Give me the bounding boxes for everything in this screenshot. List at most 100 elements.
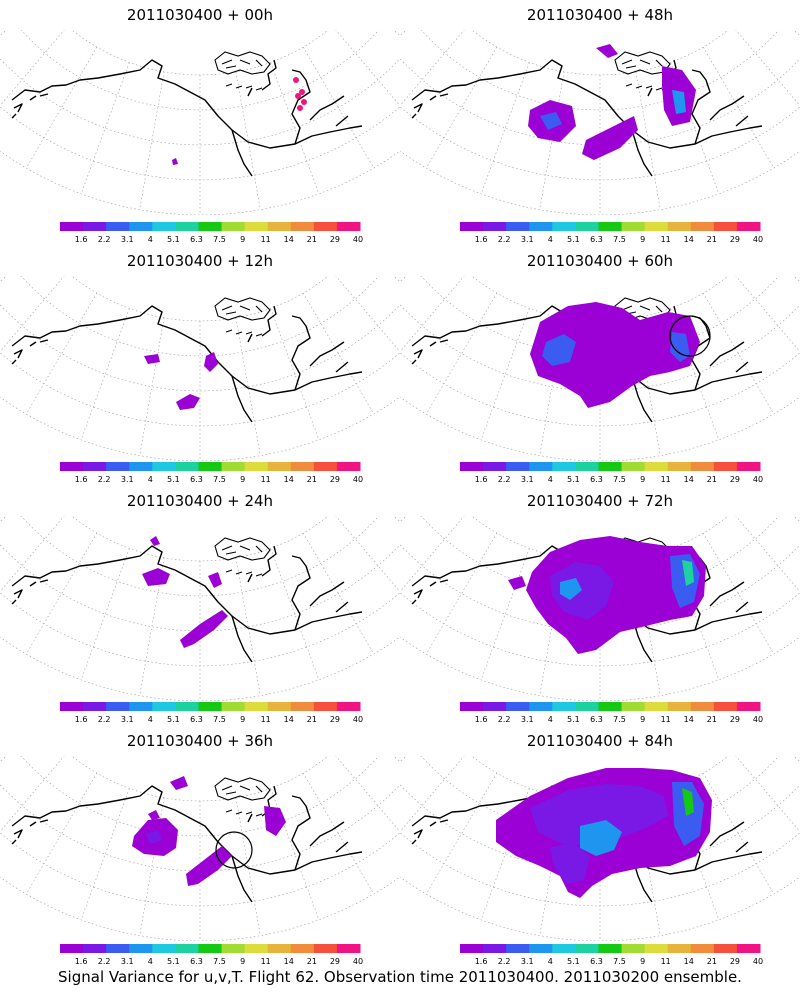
colorbar-label: 21 xyxy=(307,475,317,484)
colorbar-swatch xyxy=(129,702,153,711)
colorbar-label: 11 xyxy=(661,475,671,484)
colorbar-swatch xyxy=(152,702,176,711)
coastline xyxy=(11,59,363,177)
colorbar-swatch xyxy=(529,702,553,711)
colorbar-label: 29 xyxy=(730,235,740,244)
colorbar-swatch xyxy=(598,462,623,471)
colorbar-label: 29 xyxy=(730,475,740,484)
colorbar-swatch xyxy=(529,462,553,471)
colorbar-label: 21 xyxy=(307,235,317,244)
colorbar-label: 40 xyxy=(353,235,363,244)
colorbar-swatch xyxy=(129,944,153,953)
variance-field xyxy=(550,562,614,620)
colorbar-label: 9 xyxy=(240,475,245,484)
colorbar-swatch xyxy=(713,944,738,953)
colorbar-label: 4 xyxy=(148,235,153,244)
colorbar-label: 40 xyxy=(753,957,763,966)
colorbar-label: 7.5 xyxy=(613,235,626,244)
colorbar-swatch xyxy=(552,222,576,231)
colorbar-36h: 1.6 2.2 3.1 4 5.1 6.3 7.5 9 11 14 21 29 40 xyxy=(60,944,363,966)
colorbar-swatch xyxy=(552,462,576,471)
colorbar-swatch xyxy=(244,222,269,231)
colorbar-label: 21 xyxy=(307,715,317,724)
colorbar-label: 14 xyxy=(684,715,694,724)
colorbar-label: 40 xyxy=(753,475,763,484)
colorbar-label: 5.1 xyxy=(567,235,580,244)
colorbar-swatch xyxy=(483,944,507,953)
colorbar-swatch xyxy=(736,222,761,231)
colorbar-label: 2.2 xyxy=(498,475,511,484)
colorbar-label: 4 xyxy=(148,957,153,966)
colorbar-label: 14 xyxy=(284,715,294,724)
colorbar-label: 6.3 xyxy=(190,235,203,244)
colorbar-swatch xyxy=(621,462,646,471)
map-panel-84h xyxy=(400,756,800,941)
arctic-archipelago xyxy=(214,537,271,577)
colorbar-label: 6.3 xyxy=(190,715,203,724)
graticule xyxy=(400,30,800,215)
colorbar-label: 1.6 xyxy=(475,957,488,966)
colorbar-swatch xyxy=(736,462,761,471)
map-panel-60h xyxy=(400,276,800,461)
colorbar-label: 7.5 xyxy=(213,957,226,966)
colorbar-swatch xyxy=(60,944,84,953)
colorbar-swatch xyxy=(152,944,176,953)
colorbar-swatch xyxy=(221,944,246,953)
map-panel-72h xyxy=(400,516,800,701)
colorbar-swatch xyxy=(175,944,199,953)
colorbar-swatch xyxy=(106,944,130,953)
colorbar-label: 6.3 xyxy=(590,715,603,724)
colorbar-swatch xyxy=(575,222,599,231)
colorbar-swatch xyxy=(552,944,576,953)
variance-field xyxy=(295,93,301,99)
colorbar-swatch xyxy=(244,702,269,711)
variance-field xyxy=(208,572,222,588)
colorbar-label: 40 xyxy=(753,235,763,244)
colorbar-label: 3.1 xyxy=(521,235,534,244)
colorbar-swatch xyxy=(506,222,530,231)
variance-field xyxy=(582,116,638,160)
graticule xyxy=(0,276,400,461)
colorbar-swatch xyxy=(313,222,338,231)
colorbar-84h: 1.6 2.2 3.1 4 5.1 6.3 7.5 9 11 14 21 29 40 xyxy=(460,944,763,966)
colorbar-label: 2.2 xyxy=(98,235,111,244)
arctic-archipelago xyxy=(214,51,271,91)
colorbar-label: 3.1 xyxy=(121,475,134,484)
colorbar-swatch xyxy=(336,944,361,953)
colorbar-swatch xyxy=(60,462,84,471)
colorbar-swatch xyxy=(152,462,176,471)
colorbar-label: 40 xyxy=(353,715,363,724)
panel-title-72h: 2011030400 + 72h xyxy=(526,492,674,510)
variance-field xyxy=(204,352,218,372)
colorbar-label: 14 xyxy=(284,235,294,244)
variance-field xyxy=(148,810,160,820)
colorbar-swatch xyxy=(460,222,484,231)
colorbar-swatch xyxy=(644,702,669,711)
colorbar-swatch xyxy=(713,222,738,231)
colorbar-swatch xyxy=(506,462,530,471)
colorbar-24h: 1.6 2.2 3.1 4 5.1 6.3 7.5 9 11 14 21 29 40 xyxy=(60,702,363,724)
colorbar-label: 6.3 xyxy=(190,475,203,484)
colorbar-swatch xyxy=(506,702,530,711)
colorbar-label: 3.1 xyxy=(121,957,134,966)
variance-field xyxy=(542,334,576,366)
colorbar-label: 29 xyxy=(330,715,340,724)
colorbar-label: 4 xyxy=(548,715,553,724)
colorbar-label: 9 xyxy=(240,235,245,244)
colorbar-label: 2.2 xyxy=(98,475,111,484)
colorbar-label: 14 xyxy=(684,475,694,484)
colorbar-label: 9 xyxy=(640,715,645,724)
colorbar-swatch xyxy=(713,702,738,711)
colorbar-label: 11 xyxy=(261,475,271,484)
colorbar-swatch xyxy=(552,702,576,711)
colorbar-swatch xyxy=(198,222,223,231)
variance-field xyxy=(170,776,188,790)
colorbar-swatch xyxy=(175,462,199,471)
colorbar-swatch xyxy=(336,222,361,231)
colorbar-label: 9 xyxy=(640,957,645,966)
variance-field xyxy=(150,536,160,546)
map-panel-12h xyxy=(0,276,400,461)
colorbar-swatch xyxy=(598,702,623,711)
colorbar-label: 1.6 xyxy=(75,715,88,724)
colorbar-swatch xyxy=(267,462,292,471)
